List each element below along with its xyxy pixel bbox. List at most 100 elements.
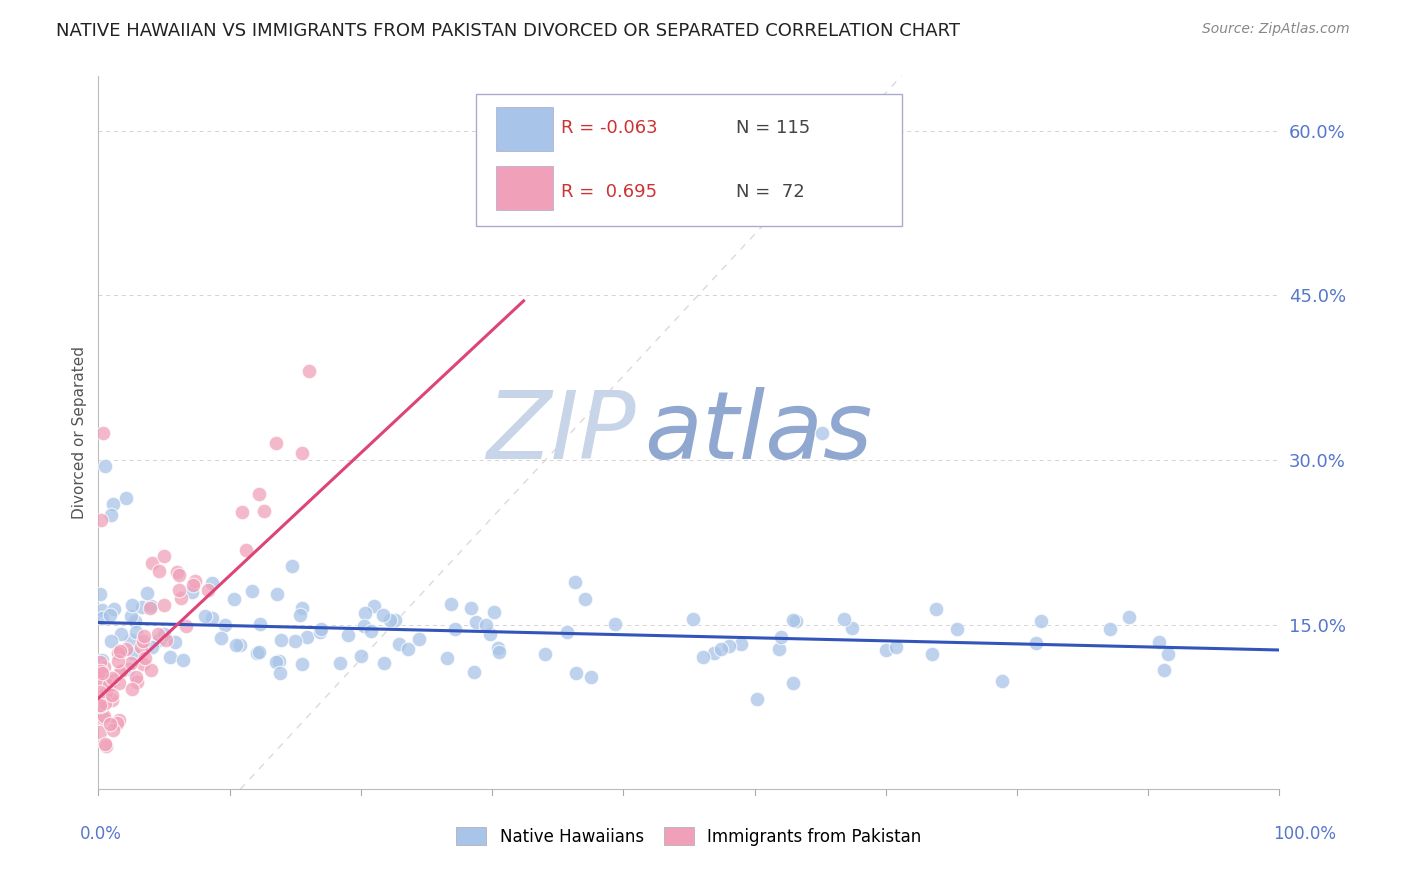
- Point: [101, 671, 124, 685]
- Point: [131, 600, 153, 615]
- Point: [231, 505, 253, 519]
- Point: [235, 542, 257, 557]
- Point: [730, 637, 752, 651]
- Point: [110, 627, 132, 641]
- Point: [93, 676, 115, 690]
- Point: [165, 634, 187, 648]
- Point: [1029, 614, 1052, 628]
- Point: [925, 601, 948, 615]
- Point: [291, 657, 314, 672]
- Point: [579, 670, 602, 684]
- Point: [488, 645, 510, 659]
- Point: [97, 678, 120, 692]
- Point: [841, 621, 863, 635]
- Point: [1025, 636, 1047, 650]
- Point: [811, 425, 834, 440]
- Point: [89, 685, 111, 699]
- Point: [89, 655, 111, 669]
- Point: [884, 640, 907, 654]
- Point: [159, 650, 181, 665]
- Point: [89, 698, 111, 713]
- Text: NATIVE HAWAIIAN VS IMMIGRANTS FROM PAKISTAN DIVORCED OR SEPARATED CORRELATION CH: NATIVE HAWAIIAN VS IMMIGRANTS FROM PAKIS…: [56, 22, 960, 40]
- Point: [153, 626, 176, 640]
- Point: [103, 673, 125, 688]
- Point: [94, 458, 117, 473]
- Point: [153, 598, 176, 612]
- Point: [782, 613, 804, 627]
- Point: [214, 617, 236, 632]
- Text: R =  0.695: R = 0.695: [561, 183, 658, 201]
- Point: [94, 696, 117, 710]
- Point: [264, 435, 287, 450]
- Point: [148, 632, 170, 647]
- Point: [167, 568, 190, 582]
- Point: [117, 662, 139, 676]
- Point: [114, 491, 136, 506]
- Point: [141, 556, 163, 570]
- Point: [555, 624, 578, 639]
- Point: [408, 632, 430, 647]
- Point: [124, 614, 146, 628]
- Point: [201, 611, 224, 625]
- Point: [246, 646, 269, 660]
- Point: [1149, 635, 1171, 649]
- Point: [107, 654, 129, 668]
- Text: ZIP: ZIP: [486, 387, 636, 478]
- Point: [120, 609, 142, 624]
- Text: atlas: atlas: [644, 387, 872, 478]
- Point: [91, 425, 114, 440]
- Point: [785, 614, 807, 628]
- Point: [94, 737, 117, 751]
- Point: [253, 504, 276, 518]
- Point: [183, 574, 205, 588]
- Point: [291, 600, 314, 615]
- Text: 0.0%: 0.0%: [80, 825, 122, 843]
- Point: [100, 692, 122, 706]
- Point: [284, 634, 307, 648]
- Point: [96, 739, 118, 753]
- Point: [564, 575, 586, 590]
- Text: N = 115: N = 115: [737, 119, 810, 136]
- Point: [127, 674, 149, 689]
- FancyBboxPatch shape: [496, 166, 553, 210]
- Point: [90, 513, 112, 527]
- Point: [603, 616, 626, 631]
- Point: [136, 585, 159, 599]
- Point: [373, 656, 395, 670]
- Point: [197, 582, 219, 597]
- Point: [90, 673, 112, 687]
- Point: [1099, 622, 1122, 636]
- Point: [350, 648, 373, 663]
- Point: [710, 642, 733, 657]
- Point: [98, 608, 121, 623]
- Point: [103, 497, 125, 511]
- Point: [288, 608, 311, 623]
- Point: [482, 606, 505, 620]
- Point: [174, 618, 197, 632]
- Point: [309, 625, 332, 640]
- Point: [138, 601, 160, 615]
- Point: [460, 601, 482, 615]
- Point: [90, 665, 112, 680]
- Point: [247, 487, 270, 501]
- Point: [396, 642, 419, 657]
- Point: [97, 675, 120, 690]
- Point: [475, 617, 498, 632]
- Point: [224, 592, 246, 607]
- Point: [329, 656, 352, 670]
- Point: [353, 618, 375, 632]
- Point: [110, 665, 132, 679]
- Point: [155, 632, 177, 647]
- Text: N =  72: N = 72: [737, 183, 804, 201]
- Point: [297, 631, 319, 645]
- Point: [94, 685, 117, 699]
- Point: [141, 663, 163, 677]
- Point: [194, 609, 217, 624]
- Y-axis label: Divorced or Separated: Divorced or Separated: [72, 346, 87, 519]
- Point: [108, 676, 131, 690]
- Point: [565, 666, 588, 681]
- Point: [139, 599, 162, 613]
- Text: R = -0.063: R = -0.063: [561, 119, 658, 136]
- Point: [1157, 647, 1180, 661]
- Point: [153, 549, 176, 563]
